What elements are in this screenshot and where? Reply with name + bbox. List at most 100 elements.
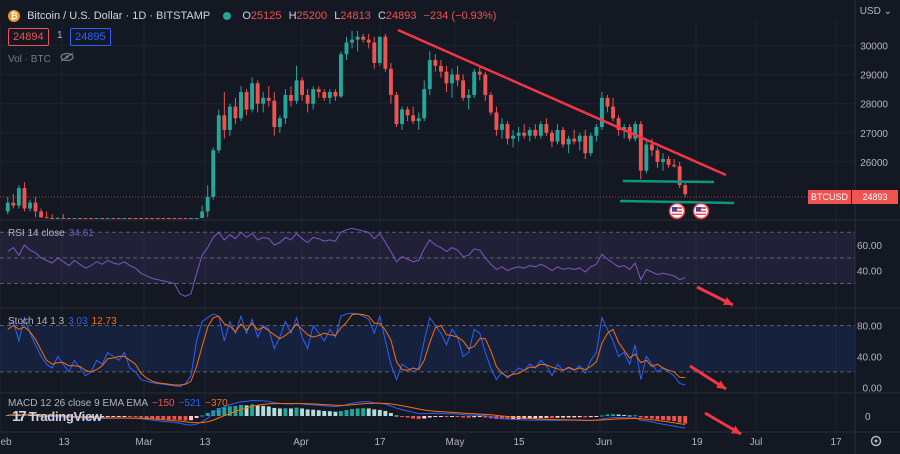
high-label: H bbox=[288, 10, 297, 23]
candle-46 bbox=[261, 92, 266, 113]
macd-hist-bar-118 bbox=[661, 416, 665, 421]
candle-34 bbox=[194, 218, 199, 219]
candle-19 bbox=[111, 218, 116, 219]
macd-hist-bar-18 bbox=[105, 416, 110, 418]
macd-hist-bar-31 bbox=[177, 416, 182, 421]
symbol-title[interactable]: Bitcoin / U.S. Dollar · 1D · BITSTAMP bbox=[27, 10, 211, 23]
event-markers[interactable] bbox=[668, 202, 710, 220]
last-price-tag: 24893 bbox=[852, 190, 898, 204]
high-value: 25200 bbox=[296, 10, 328, 23]
us-flag-event-icon-1[interactable] bbox=[692, 202, 710, 220]
candle-115 bbox=[644, 138, 649, 174]
macd-hist-bar-119 bbox=[666, 416, 671, 421]
candle-92 bbox=[516, 126, 521, 142]
macd-hist-bar-25 bbox=[144, 416, 149, 419]
buy-price-box[interactable]: 24895 bbox=[70, 28, 111, 46]
candle-69 bbox=[388, 62, 393, 104]
candle-24 bbox=[139, 218, 143, 219]
candle-22 bbox=[127, 218, 132, 219]
macd-hist-bar-36 bbox=[205, 412, 210, 416]
candle-41 bbox=[233, 97, 238, 125]
candle-75 bbox=[422, 80, 427, 122]
candle-36 bbox=[205, 185, 210, 218]
macd-hist-bar-19 bbox=[111, 416, 116, 417]
macd-hist-bar-106 bbox=[594, 416, 599, 417]
time-tick-11: 17 bbox=[830, 437, 842, 448]
macd-tick-0: 0 bbox=[865, 412, 871, 423]
currency-selector[interactable]: USD ⌄ bbox=[859, 6, 892, 17]
change-value: −234 (−0.93%) bbox=[423, 10, 497, 23]
macd-hist-bar-45 bbox=[255, 405, 260, 416]
drawing-tools bbox=[397, 28, 735, 205]
candle-7 bbox=[44, 211, 49, 219]
price-tick-3: 27000 bbox=[860, 129, 888, 140]
macd-hist-bar-77 bbox=[433, 416, 438, 418]
candle-12 bbox=[72, 218, 77, 219]
candle-100 bbox=[561, 126, 566, 148]
candle-10 bbox=[61, 214, 66, 219]
macd-hist-bar-82 bbox=[461, 416, 466, 418]
macd-hist-bar-91 bbox=[511, 416, 516, 420]
candle-30 bbox=[172, 218, 177, 219]
candle-6 bbox=[39, 208, 44, 218]
stoch-legend[interactable]: Stoch 14 1 3 3.03 12.73 bbox=[8, 316, 117, 327]
candle-120 bbox=[672, 159, 677, 168]
rsi-pane[interactable]: 60.00 40.00 bbox=[0, 227, 882, 297]
time-tick-7: 15 bbox=[513, 437, 525, 448]
macd-pane[interactable]: 0 bbox=[5, 399, 871, 429]
macd-hist-bar-64 bbox=[361, 408, 366, 416]
symbol-header[interactable]: ₿ Bitcoin / U.S. Dollar · 1D · BITSTAMP … bbox=[8, 10, 500, 23]
volume-label[interactable]: Vol · BTC bbox=[8, 52, 75, 65]
candle-38 bbox=[216, 109, 221, 154]
candle-48 bbox=[272, 92, 277, 136]
us-flag-event-icon-0[interactable] bbox=[668, 202, 686, 220]
sell-price-box[interactable]: 24894 bbox=[8, 28, 49, 46]
candle-91 bbox=[511, 129, 516, 148]
time-tick-3: 13 bbox=[199, 437, 211, 448]
stoch-d-line bbox=[7, 313, 686, 386]
candle-79 bbox=[444, 65, 449, 93]
macd-hist-bar-8 bbox=[50, 416, 55, 418]
macd-hist-bar-56 bbox=[316, 410, 321, 416]
candle-89 bbox=[500, 118, 504, 139]
macd-hist-bar-38 bbox=[216, 407, 221, 416]
macd-hist-bar-80 bbox=[450, 416, 454, 417]
gear-icon[interactable] bbox=[870, 435, 882, 447]
candle-119 bbox=[666, 156, 671, 168]
macd-hist-bar-105 bbox=[588, 416, 593, 418]
macd-hist-bar-17 bbox=[100, 416, 105, 418]
candle-31 bbox=[177, 218, 182, 219]
macd-hist-bar-111 bbox=[622, 414, 627, 416]
macd-hist-bar-58 bbox=[327, 411, 332, 416]
stoch-d-value: 12.73 bbox=[91, 316, 117, 327]
candle-18 bbox=[105, 218, 110, 219]
candle-105 bbox=[588, 132, 593, 157]
candle-49 bbox=[277, 115, 282, 133]
rsi-tick-0: 60.00 bbox=[857, 241, 882, 252]
macd-legend[interactable]: MACD 12 26 close 9 EMA EMA −150 −521 −370 bbox=[8, 398, 228, 409]
candle-78 bbox=[438, 60, 443, 78]
macd-hist-bar-20 bbox=[116, 416, 121, 417]
macd-hist-bar-120 bbox=[672, 416, 677, 422]
macd-hist-bar-67 bbox=[377, 409, 382, 416]
macd-hist-bar-50 bbox=[283, 408, 288, 416]
macd-hist-bar-75 bbox=[422, 416, 427, 419]
time-axis[interactable]: eb 13 Mar 13 Apr 17 May 15 Jun 19 Jul 17 bbox=[0, 435, 882, 449]
candle-61 bbox=[344, 36, 349, 61]
price-axis[interactable]: 30000 29000 28000 27000 26000 bbox=[860, 41, 888, 168]
macd-hist-bar-24 bbox=[139, 416, 143, 418]
candle-8 bbox=[50, 214, 55, 219]
candle-82 bbox=[461, 74, 466, 101]
macd-hist-bar-23 bbox=[133, 416, 138, 418]
candle-40 bbox=[227, 103, 232, 136]
eye-hidden-icon[interactable] bbox=[59, 52, 75, 62]
stoch-pane[interactable]: 80.00 40.00 0.00 bbox=[0, 312, 882, 394]
open-label: O bbox=[242, 10, 251, 23]
macd-hist-bar-22 bbox=[127, 416, 132, 417]
candle-80 bbox=[450, 68, 454, 98]
rsi-legend[interactable]: RSI 14 close 34.61 bbox=[8, 228, 94, 239]
candle-66 bbox=[372, 36, 377, 69]
candle-88 bbox=[494, 106, 499, 136]
